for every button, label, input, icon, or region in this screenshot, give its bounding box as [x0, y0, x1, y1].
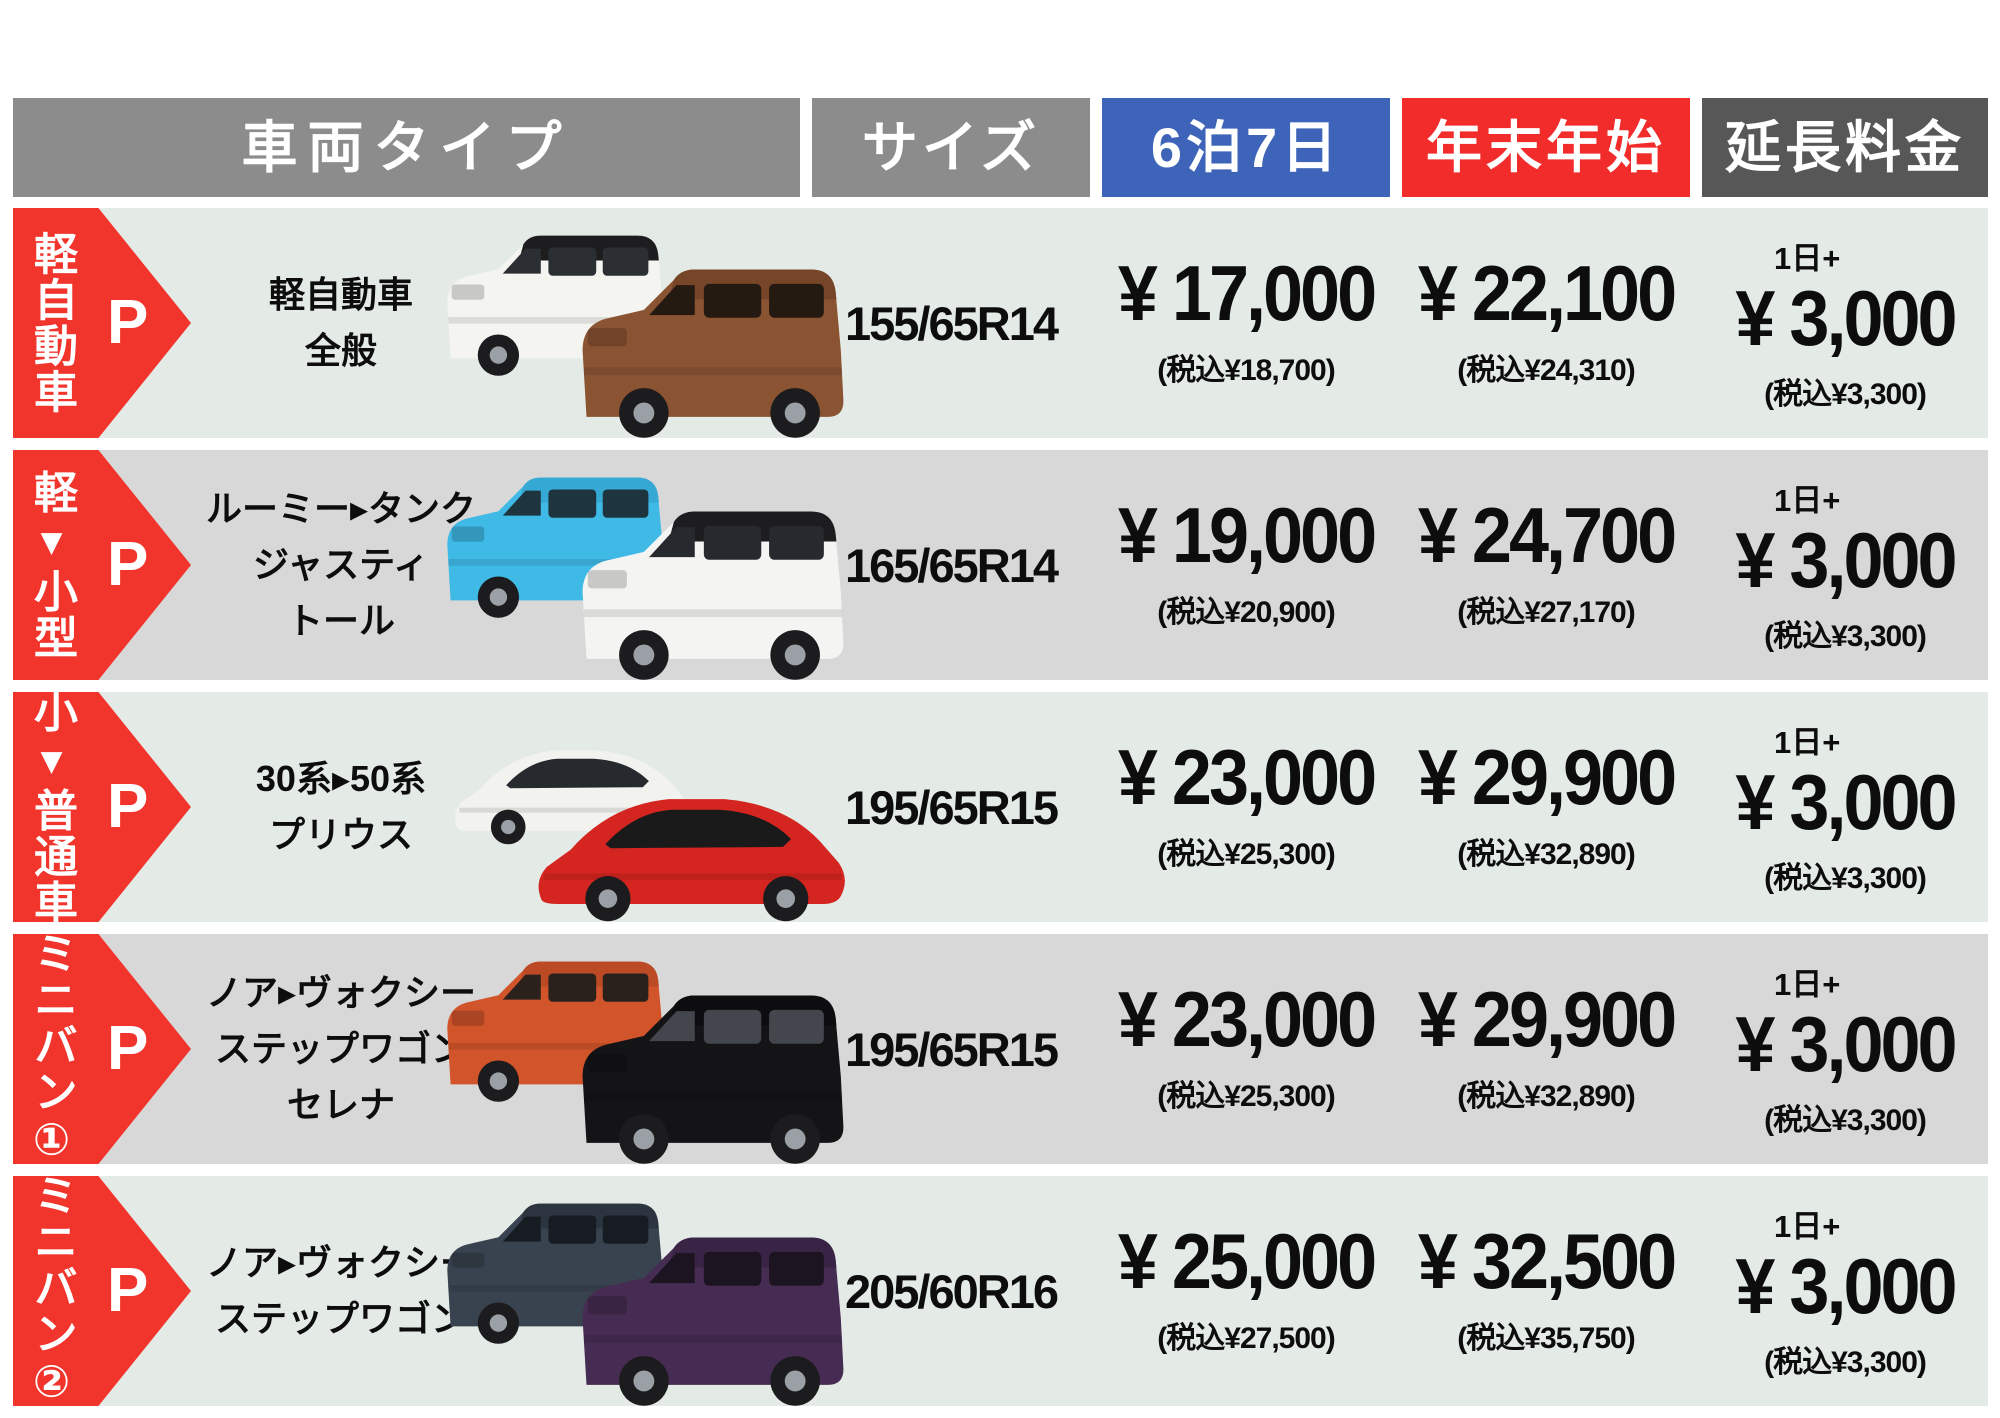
header-vehicle-type: 車両タイプ: [13, 98, 800, 197]
price-main: ¥ 3,000: [1735, 759, 1957, 846]
tire-size: 155/65R14: [845, 296, 1059, 350]
table-row-minivan-1: ミニバン① P ノア▸ヴォクシー ステップワゴン セレナ 195/65R15 ¥…: [13, 931, 1988, 1168]
model-names: ルーミー▸タンク ジャスティ トール: [205, 488, 477, 641]
price-main: ¥ 19,000: [1117, 492, 1377, 580]
price-tax-included: (税込¥3,300): [1764, 1346, 1927, 1380]
price-main: ¥ 3,000: [1735, 1243, 1957, 1330]
price-year-end: ¥ 22,100 (税込¥24,310): [1402, 208, 1690, 438]
price-tax-included: (税込¥25,300): [1157, 1079, 1335, 1113]
price-main: ¥ 24,700: [1417, 492, 1677, 580]
price-tax-included: (税込¥24,310): [1457, 353, 1635, 387]
price-year-end: ¥ 29,900 (税込¥32,890): [1402, 692, 1690, 922]
price-tax-included: (税込¥32,890): [1457, 837, 1635, 871]
per-day-note: 1日+: [1774, 240, 1841, 276]
table-header: 車両タイプ サイズ 6泊7日 年末年始 延長料金: [13, 98, 1988, 197]
price-6nights: ¥ 23,000 (税込¥25,300): [1102, 692, 1390, 922]
price-year-end: ¥ 32,500 (税込¥35,750): [1402, 1176, 1690, 1406]
category-label: ミニバン②: [27, 1172, 76, 1410]
price-tax-included: (税込¥27,170): [1457, 595, 1635, 629]
per-day-note: 1日+: [1774, 1208, 1841, 1244]
price-6nights: ¥ 25,000 (税込¥27,500): [1102, 1176, 1390, 1406]
price-tax-included: (税込¥3,300): [1764, 862, 1927, 896]
tire-size: 205/60R16: [845, 1264, 1059, 1318]
parking-mark: P: [107, 1014, 149, 1083]
parking-mark: P: [107, 288, 149, 357]
price-year-end: ¥ 24,700 (税込¥27,170): [1402, 450, 1690, 680]
price-main: ¥ 23,000: [1117, 734, 1377, 822]
price-main: ¥ 3,000: [1735, 517, 1957, 604]
table-row-minivan-2: ミニバン② P ノア▸ヴォクシー ステップワゴン 205/60R16 ¥ 25,…: [13, 1173, 1988, 1410]
price-extension: 1日+ ¥ 3,000 (税込¥3,300): [1702, 934, 1988, 1164]
price-main: ¥ 32,500: [1417, 1218, 1677, 1306]
price-main: ¥ 29,900: [1417, 734, 1677, 822]
price-year-end: ¥ 29,900 (税込¥32,890): [1402, 934, 1690, 1164]
header-size: サイズ: [812, 98, 1090, 197]
tire-size: 195/65R15: [845, 1022, 1059, 1076]
price-6nights: ¥ 19,000 (税込¥20,900): [1102, 450, 1390, 680]
price-main: ¥ 3,000: [1735, 275, 1957, 362]
per-day-note: 1日+: [1774, 966, 1841, 1002]
per-day-note: 1日+: [1774, 724, 1841, 760]
header-extension-fee: 延長料金: [1702, 98, 1988, 197]
category-label: 軽自動車: [27, 231, 76, 415]
price-tax-included: (税込¥3,300): [1764, 620, 1927, 654]
price-6nights: ¥ 17,000 (税込¥18,700): [1102, 208, 1390, 438]
price-tax-included: (税込¥18,700): [1157, 353, 1335, 387]
price-tax-included: (税込¥3,300): [1764, 378, 1927, 412]
price-extension: 1日+ ¥ 3,000 (税込¥3,300): [1702, 1176, 1988, 1406]
model-names: 30系▸50系 プリウス: [255, 758, 427, 855]
table-row-compact-standard: 小▾普通車 P 30系▸50系 プリウス 195/65R15 ¥ 23,000 …: [13, 689, 1988, 926]
per-day-note: 1日+: [1774, 482, 1841, 518]
price-tax-included: (税込¥32,890): [1457, 1079, 1635, 1113]
price-6nights: ¥ 23,000 (税込¥25,300): [1102, 934, 1390, 1164]
price-extension: 1日+ ¥ 3,000 (税込¥3,300): [1702, 450, 1988, 680]
parking-mark: P: [107, 772, 149, 841]
model-names: ノア▸ヴォクシー ステップワゴン: [205, 1242, 477, 1339]
category-label: 小▾普通車: [27, 688, 76, 926]
price-main: ¥ 3,000: [1735, 1001, 1957, 1088]
tire-size: 195/65R15: [845, 780, 1059, 834]
table-row-kei: 軽自動車 P 軽自動車 全般 155/65R14 ¥ 17,000 (税込¥18…: [13, 208, 1988, 438]
category-label: 軽▾小型: [27, 469, 76, 661]
price-main: ¥ 22,100: [1417, 250, 1677, 338]
model-names: ノア▸ヴォクシー ステップワゴン セレナ: [205, 972, 477, 1125]
price-main: ¥ 25,000: [1117, 1218, 1377, 1306]
header-year-end: 年末年始: [1402, 98, 1690, 197]
parking-mark: P: [107, 1256, 149, 1325]
category-label: ミニバン①: [27, 930, 76, 1168]
price-extension: 1日+ ¥ 3,000 (税込¥3,300): [1702, 692, 1988, 922]
price-main: ¥ 17,000: [1117, 250, 1377, 338]
price-tax-included: (税込¥35,750): [1457, 1321, 1635, 1355]
price-extension: 1日+ ¥ 3,000 (税込¥3,300): [1702, 208, 1988, 438]
model-names: 軽自動車 全般: [268, 274, 413, 371]
table-row-kei-compact: 軽▾小型 P ルーミー▸タンク ジャスティ トール 165/65R14 ¥ 19…: [13, 450, 1988, 680]
price-main: ¥ 29,900: [1417, 976, 1677, 1064]
price-tax-included: (税込¥27,500): [1157, 1321, 1335, 1355]
price-tax-included: (税込¥25,300): [1157, 837, 1335, 871]
price-tax-included: (税込¥3,300): [1764, 1104, 1927, 1138]
parking-mark: P: [107, 530, 149, 599]
header-6nights-7days: 6泊7日: [1102, 98, 1390, 197]
price-main: ¥ 23,000: [1117, 976, 1377, 1064]
price-tax-included: (税込¥20,900): [1157, 595, 1335, 629]
tire-size: 165/65R14: [845, 538, 1059, 592]
